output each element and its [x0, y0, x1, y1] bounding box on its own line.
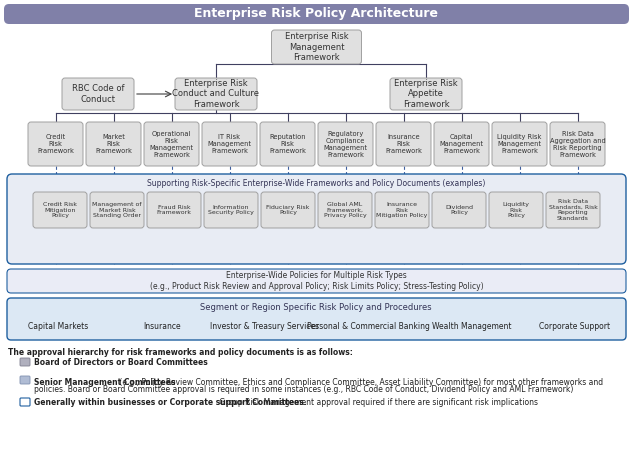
FancyBboxPatch shape: [20, 358, 30, 366]
Text: Capital Markets: Capital Markets: [28, 322, 89, 331]
FancyBboxPatch shape: [318, 192, 372, 228]
FancyBboxPatch shape: [390, 78, 462, 110]
Text: Group Risk Management approval required if there are significant risk implicatio: Group Risk Management approval required …: [217, 397, 538, 406]
FancyBboxPatch shape: [144, 122, 199, 166]
Text: Risk Data
Standards, Risk
Reporting
Standards: Risk Data Standards, Risk Reporting Stan…: [549, 199, 598, 221]
Text: Corporate Support: Corporate Support: [539, 322, 610, 331]
FancyBboxPatch shape: [90, 192, 144, 228]
Text: RBC Code of
Conduct: RBC Code of Conduct: [72, 84, 124, 104]
FancyBboxPatch shape: [20, 398, 30, 406]
Text: Market
Risk
Framework: Market Risk Framework: [95, 134, 132, 154]
Text: Generally within businesses or Corporate support Committees.: Generally within businesses or Corporate…: [34, 397, 306, 406]
Text: Capital
Management
Framework: Capital Management Framework: [439, 134, 484, 154]
Text: Operational
Risk
Management
Framework: Operational Risk Management Framework: [149, 131, 194, 158]
Text: IT Risk
Management
Framework: IT Risk Management Framework: [208, 134, 251, 154]
Text: Management of
Market Risk
Standing Order: Management of Market Risk Standing Order: [92, 201, 142, 219]
FancyBboxPatch shape: [318, 122, 373, 166]
Text: Regulatory
Compliance
Management
Framework: Regulatory Compliance Management Framewo…: [323, 131, 368, 158]
FancyBboxPatch shape: [375, 192, 429, 228]
FancyBboxPatch shape: [434, 122, 489, 166]
Text: Insurance: Insurance: [143, 322, 180, 331]
Text: Enterprise Risk
Conduct and Culture
Framework: Enterprise Risk Conduct and Culture Fram…: [173, 79, 260, 109]
FancyBboxPatch shape: [204, 192, 258, 228]
FancyBboxPatch shape: [7, 298, 626, 340]
Text: The approval hierarchy for risk frameworks and policy documents is as follows:: The approval hierarchy for risk framewor…: [8, 348, 353, 357]
FancyBboxPatch shape: [62, 78, 134, 110]
Text: Enterprise Risk
Appetite
Framework: Enterprise Risk Appetite Framework: [394, 79, 458, 109]
Text: Supporting Risk-Specific Enterprise-Wide Frameworks and Policy Documents (exampl: Supporting Risk-Specific Enterprise-Wide…: [147, 178, 485, 187]
Text: Enterprise Risk
Management
Framework: Enterprise Risk Management Framework: [285, 32, 348, 62]
Text: Liquidity
Risk
Policy: Liquidity Risk Policy: [503, 201, 529, 219]
Text: Fiduciary Risk
Policy: Fiduciary Risk Policy: [266, 205, 310, 215]
FancyBboxPatch shape: [432, 192, 486, 228]
Text: Enterprise-Wide Policies for Multiple Risk Types
(e.g., Product Risk Review and : Enterprise-Wide Policies for Multiple Ri…: [149, 272, 484, 291]
FancyBboxPatch shape: [260, 122, 315, 166]
FancyBboxPatch shape: [550, 122, 605, 166]
FancyBboxPatch shape: [7, 174, 626, 264]
FancyBboxPatch shape: [86, 122, 141, 166]
FancyBboxPatch shape: [489, 192, 543, 228]
FancyBboxPatch shape: [28, 122, 83, 166]
Text: (e.g., Policy Review Committee, Ethics and Compliance Committee, Asset Liability: (e.g., Policy Review Committee, Ethics a…: [116, 378, 603, 387]
Text: Enterprise Risk Policy Architecture: Enterprise Risk Policy Architecture: [194, 8, 439, 20]
Text: Information
Security Policy: Information Security Policy: [208, 205, 254, 215]
Text: Reputation
Risk
Framework: Reputation Risk Framework: [269, 134, 306, 154]
Text: policies. Board or Board Committee approval is required in some instances (e.g.,: policies. Board or Board Committee appro…: [34, 385, 573, 394]
Text: Credit Risk
Mitigation
Policy: Credit Risk Mitigation Policy: [43, 201, 77, 219]
Text: Personal & Commercial Banking: Personal & Commercial Banking: [306, 322, 430, 331]
FancyBboxPatch shape: [175, 78, 257, 110]
FancyBboxPatch shape: [261, 192, 315, 228]
Text: Liquidity Risk
Management
Framework: Liquidity Risk Management Framework: [498, 134, 542, 154]
FancyBboxPatch shape: [4, 4, 629, 24]
Text: Global AML
Framework,
Privacy Policy: Global AML Framework, Privacy Policy: [323, 201, 367, 219]
Text: Risk Data
Aggregation and
Risk Reporting
Framework: Risk Data Aggregation and Risk Reporting…: [549, 131, 605, 158]
FancyBboxPatch shape: [492, 122, 547, 166]
FancyBboxPatch shape: [20, 376, 30, 384]
FancyBboxPatch shape: [7, 269, 626, 293]
FancyBboxPatch shape: [33, 192, 87, 228]
Text: Investor & Treasury Services: Investor & Treasury Services: [210, 322, 320, 331]
FancyBboxPatch shape: [147, 192, 201, 228]
FancyBboxPatch shape: [202, 122, 257, 166]
Text: Credit
Risk
Framework: Credit Risk Framework: [37, 134, 74, 154]
FancyBboxPatch shape: [546, 192, 600, 228]
Text: Dividend
Policy: Dividend Policy: [445, 205, 473, 215]
Text: Board of Directors or Board Committees: Board of Directors or Board Committees: [34, 358, 208, 367]
Text: Segment or Region Specific Risk Policy and Procedures: Segment or Region Specific Risk Policy a…: [200, 303, 432, 312]
FancyBboxPatch shape: [272, 30, 361, 64]
Text: Wealth Management: Wealth Management: [432, 322, 511, 331]
Text: Insurance
Risk
Mitigation Policy: Insurance Risk Mitigation Policy: [376, 201, 428, 219]
Text: Insurance
Risk
Framework: Insurance Risk Framework: [385, 134, 422, 154]
Text: Fraud Risk
Framework: Fraud Risk Framework: [156, 205, 192, 215]
Text: Senior Management Committees: Senior Management Committees: [34, 378, 175, 387]
FancyBboxPatch shape: [376, 122, 431, 166]
